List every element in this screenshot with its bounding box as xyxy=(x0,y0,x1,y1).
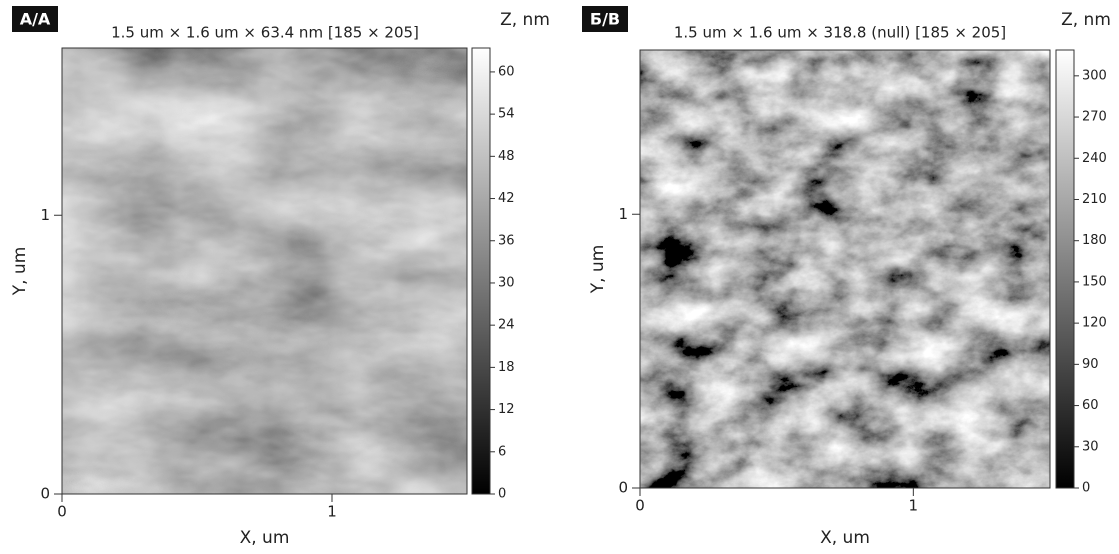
label-box xyxy=(582,6,628,32)
x-axis-label: X, um xyxy=(240,528,290,548)
y-tick-label: 1 xyxy=(40,206,50,224)
colorbar-tick-label: 150 xyxy=(1082,274,1107,289)
colorbar-tick-label: 300 xyxy=(1082,68,1107,83)
y-tick-label: 0 xyxy=(618,479,628,497)
colorbar-tick-label: 210 xyxy=(1082,192,1107,207)
colorbar-tick-label: 24 xyxy=(498,318,515,333)
colorbar-tick-label: 0 xyxy=(1082,481,1090,496)
colorbar-tick-label: 180 xyxy=(1082,233,1107,248)
colorbar-tick-label: 60 xyxy=(1082,398,1099,413)
colorbar-tick-label: 6 xyxy=(498,444,506,459)
colorbar-tick-label: 60 xyxy=(498,64,515,79)
colorbar-tick-label: 36 xyxy=(498,233,515,248)
panel-title: 1.5 um × 1.6 um × 318.8 (null) [185 × 20… xyxy=(674,24,1006,42)
x-tick-label: 1 xyxy=(327,503,337,521)
colorbar-tick-label: 30 xyxy=(498,275,515,290)
colorbar-tick-label: 48 xyxy=(498,149,515,164)
x-tick-label: 1 xyxy=(909,497,919,515)
colorbar-tick-label: 12 xyxy=(498,402,515,417)
x-tick-label: 0 xyxy=(57,503,67,521)
colorbar-label: Z, nm xyxy=(1061,10,1111,30)
panel-title: 1.5 um × 1.6 um × 63.4 nm [185 × 205] xyxy=(111,24,419,42)
y-tick-label: 1 xyxy=(618,205,628,223)
colorbar-tick-label: 270 xyxy=(1082,110,1107,125)
colorbar-tick-label: 54 xyxy=(498,107,515,122)
x-axis-label: X, um xyxy=(820,528,870,548)
colorbar-tick-label: 120 xyxy=(1082,316,1107,331)
image-frame xyxy=(61,47,468,495)
afm-image xyxy=(640,50,1050,488)
y-axis-label: Y, um xyxy=(588,245,608,295)
colorbar xyxy=(471,47,491,495)
colorbar-tick-label: 30 xyxy=(1082,439,1099,454)
panel-label: А/А xyxy=(20,10,51,29)
panel-label: Б/В xyxy=(590,10,620,29)
afm-image xyxy=(62,48,467,494)
colorbar-label: Z, nm xyxy=(500,10,550,30)
x-tick-label: 0 xyxy=(635,497,645,515)
colorbar-tick-label: 42 xyxy=(498,191,515,206)
label-box xyxy=(12,6,58,32)
colorbar-tick-label: 0 xyxy=(498,487,506,502)
colorbar-tick-label: 18 xyxy=(498,360,515,375)
colorbar-tick-label: 240 xyxy=(1082,151,1107,166)
y-tick-label: 0 xyxy=(40,485,50,503)
image-frame xyxy=(639,49,1051,489)
y-axis-label: Y, um xyxy=(10,247,30,297)
colorbar xyxy=(1055,49,1075,489)
colorbar-tick-label: 90 xyxy=(1082,357,1099,372)
